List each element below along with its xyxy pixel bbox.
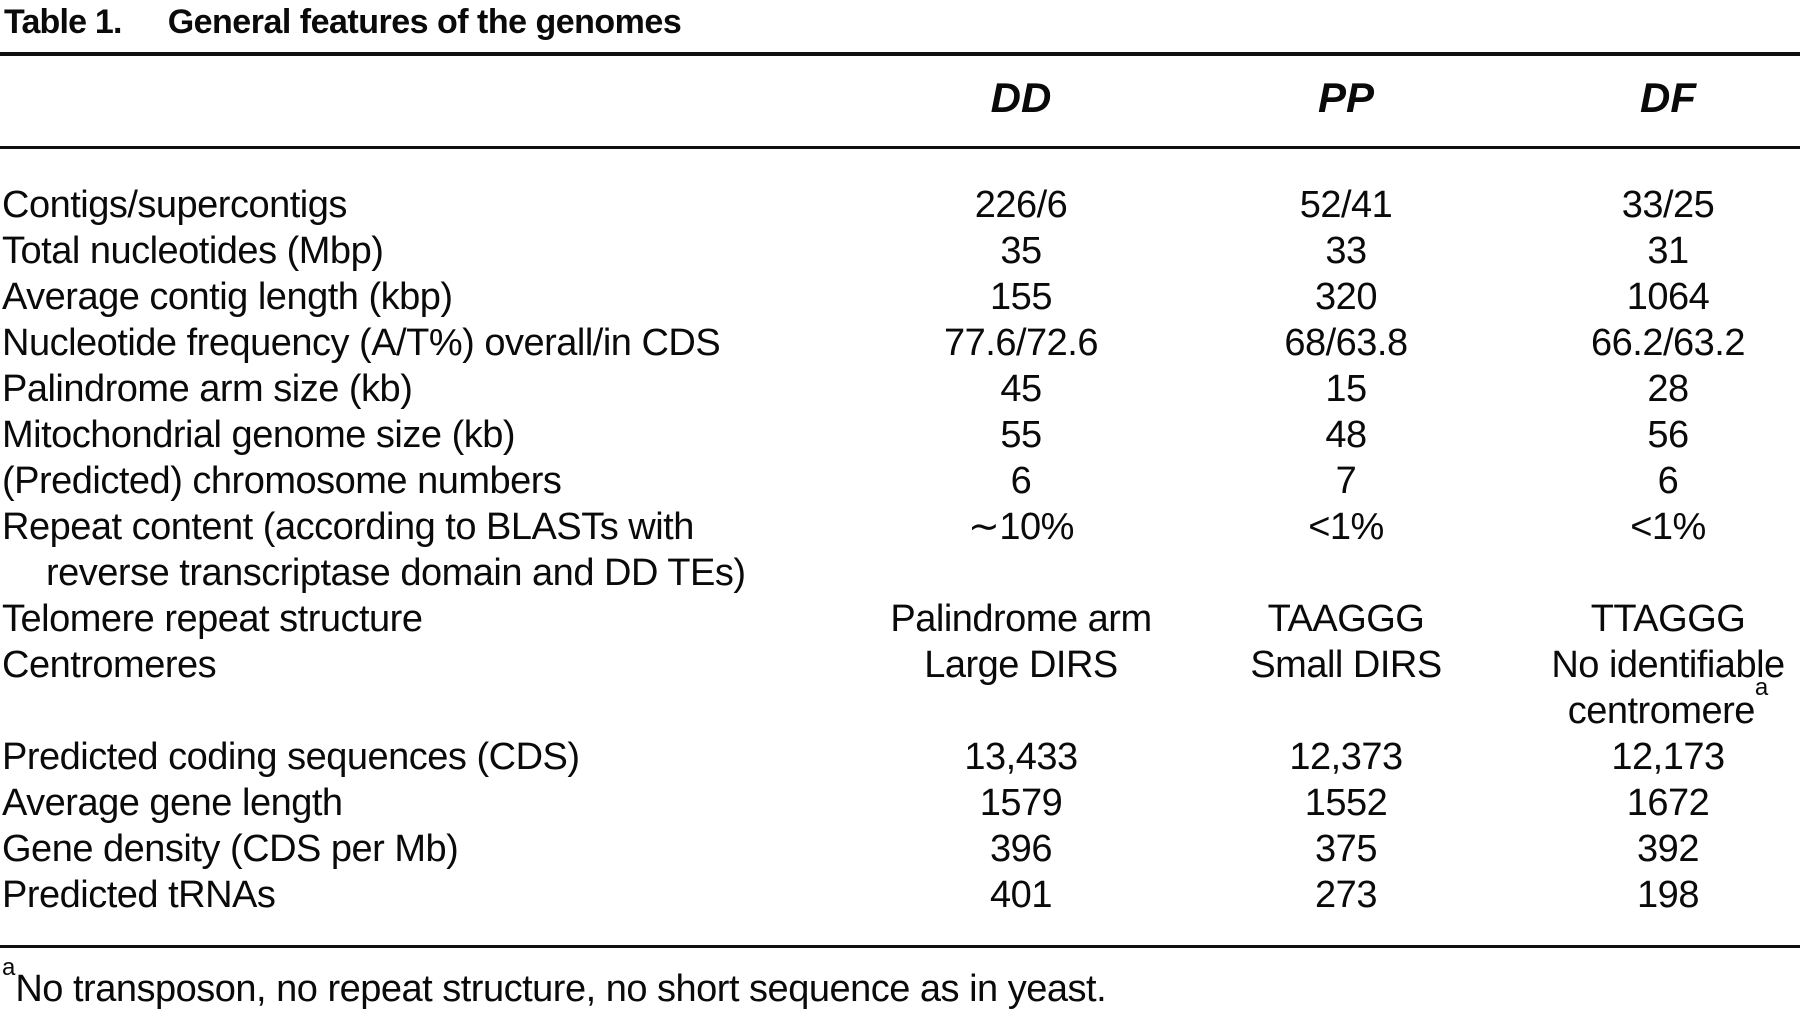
value-cell-dd: 35 — [1000, 230, 1042, 272]
row-label: Centromeres — [2, 644, 217, 686]
value-cell-pp: Small DIRS — [1250, 644, 1442, 686]
value-cell-df: 31 — [1647, 230, 1689, 272]
row-label: Nucleotide frequency (A/T%) overall/in C… — [2, 322, 721, 364]
table-row: Gene density (CDS per Mb) 396 375 392 — [0, 826, 1800, 872]
table-row: Total nucleotides (Mbp) 35 33 31 — [0, 228, 1800, 274]
header-rule — [0, 146, 1800, 149]
value-cell-pp: 48 — [1325, 414, 1367, 456]
table-number-label: Table 1. — [4, 3, 122, 41]
table-body: Contigs/supercontigs 226/6 52/41 33/25 Total… — [0, 182, 1800, 918]
value-cell-df: 33/25 — [1621, 184, 1715, 226]
row-label: Average contig length (kbp) — [2, 276, 453, 318]
value-cell-df: 1064 — [1626, 276, 1710, 318]
footnote-superscript: a — [2, 954, 16, 982]
value-cell-pp: 12,373 — [1289, 736, 1403, 778]
value-cell-dd: 396 — [990, 828, 1052, 870]
value-cell-dd: 55 — [1000, 414, 1042, 456]
row-label: Gene density (CDS per Mb) — [2, 828, 459, 870]
row-label: Total nucleotides (Mbp) — [2, 230, 384, 272]
table-row: Mitochondrial genome size (kb) 55 48 56 — [0, 412, 1800, 458]
row-label: (Predicted) chromosome numbers — [2, 460, 562, 502]
value-cell-pp: 1552 — [1304, 782, 1388, 824]
column-header-pp: PP — [1317, 74, 1375, 121]
value-cell-df: 66.2/63.2 — [1591, 322, 1745, 364]
table-row: Average contig length (kbp) 155 320 1064 — [0, 274, 1800, 320]
top-rule — [0, 52, 1800, 56]
row-label: Mitochondrial genome size (kb) — [2, 414, 516, 456]
table-row: (Predicted) chromosome numbers 6 7 6 — [0, 458, 1800, 504]
value-cell-dd: Large DIRS — [924, 644, 1118, 686]
value-cell-df: <1% — [1630, 506, 1706, 548]
value-cell-dd: 155 — [990, 276, 1052, 318]
value-cell-pp: 68/63.8 — [1284, 322, 1408, 364]
value-cell-dd: Palindrome arm — [890, 598, 1152, 640]
value-cell-dd: 45 — [1000, 368, 1042, 410]
table-row: Predicted coding sequences (CDS) 13,433 12… — [0, 734, 1800, 780]
value-cell-df: 198 — [1637, 874, 1699, 916]
value-cell-pp: 7 — [1335, 460, 1357, 502]
footnote-text: No transposon, no repeat structure, no s… — [15, 968, 1107, 1010]
bottom-rule — [0, 945, 1800, 948]
value-cell-dd: 226/6 — [974, 184, 1068, 226]
row-label: Palindrome arm size (kb) — [2, 368, 413, 410]
column-header-row: DD PP DF — [0, 72, 1800, 124]
value-cell-df: 56 — [1647, 414, 1689, 456]
value-cell-dd: 13,433 — [964, 736, 1078, 778]
table-title-text: General features of the genomes — [167, 3, 682, 41]
value-cell-pp: TAAGGG — [1267, 598, 1425, 640]
superscript-marker: a — [1754, 674, 1769, 702]
table-row: Telomere repeat structure Palindrome arm T… — [0, 596, 1800, 642]
table-row: Predicted tRNAs 401 273 198 — [0, 872, 1800, 918]
value-cell-df: 28 — [1647, 368, 1689, 410]
value-cell-df: 6 — [1657, 460, 1679, 502]
value-cell-df: 1672 — [1626, 782, 1710, 824]
row-label: Predicted coding sequences (CDS) — [2, 736, 580, 778]
table-row: Nucleotide frequency (A/T%) overall/in C… — [0, 320, 1800, 366]
table-row: Centromeres Large DIRS Small DIRS No identi… — [0, 642, 1800, 734]
row-label: Repeat content (according to BLASTs with… — [2, 506, 746, 594]
value-cell-dd: 77.6/72.6 — [944, 322, 1098, 364]
table-title: Table 1. General features of the genomes — [4, 0, 682, 44]
value-cell-pp: 320 — [1315, 276, 1377, 318]
value-cell-pp: <1% — [1308, 506, 1384, 548]
table-row: Palindrome arm size (kb) 45 15 28 — [0, 366, 1800, 412]
value-cell-df: TTAGGG — [1590, 598, 1746, 640]
row-label: Predicted tRNAs — [2, 874, 276, 916]
value-cell-pp: 15 — [1325, 368, 1367, 410]
value-cell-pp: 375 — [1315, 828, 1377, 870]
value-cell-pp: 52/41 — [1299, 184, 1393, 226]
value-cell-dd: ∼10% — [968, 506, 1074, 548]
footnote: aNo transposon, no repeat structure, no … — [2, 956, 1107, 1012]
value-cell-df: 12,173 — [1611, 736, 1725, 778]
value-cell-dd: 6 — [1010, 460, 1032, 502]
column-header-dd: DD — [990, 74, 1052, 121]
table-row: Average gene length 1579 1552 1672 — [0, 780, 1800, 826]
row-label: Telomere repeat structure — [2, 598, 423, 640]
column-header-df: DF — [1640, 74, 1696, 121]
header-spacer — [0, 72, 842, 124]
value-cell-dd: 1579 — [979, 782, 1063, 824]
value-cell-pp: 33 — [1325, 230, 1367, 272]
table-row: Contigs/supercontigs 226/6 52/41 33/25 — [0, 182, 1800, 228]
table-row: Repeat content (according to BLASTs with… — [0, 504, 1800, 596]
row-label: Contigs/supercontigs — [2, 184, 347, 226]
value-cell-pp: 273 — [1315, 874, 1377, 916]
row-label: Average gene length — [2, 782, 343, 824]
value-cell-df: No identifiable centromerea — [1551, 644, 1785, 732]
value-cell-dd: 401 — [990, 874, 1052, 916]
value-cell-df: 392 — [1637, 828, 1699, 870]
